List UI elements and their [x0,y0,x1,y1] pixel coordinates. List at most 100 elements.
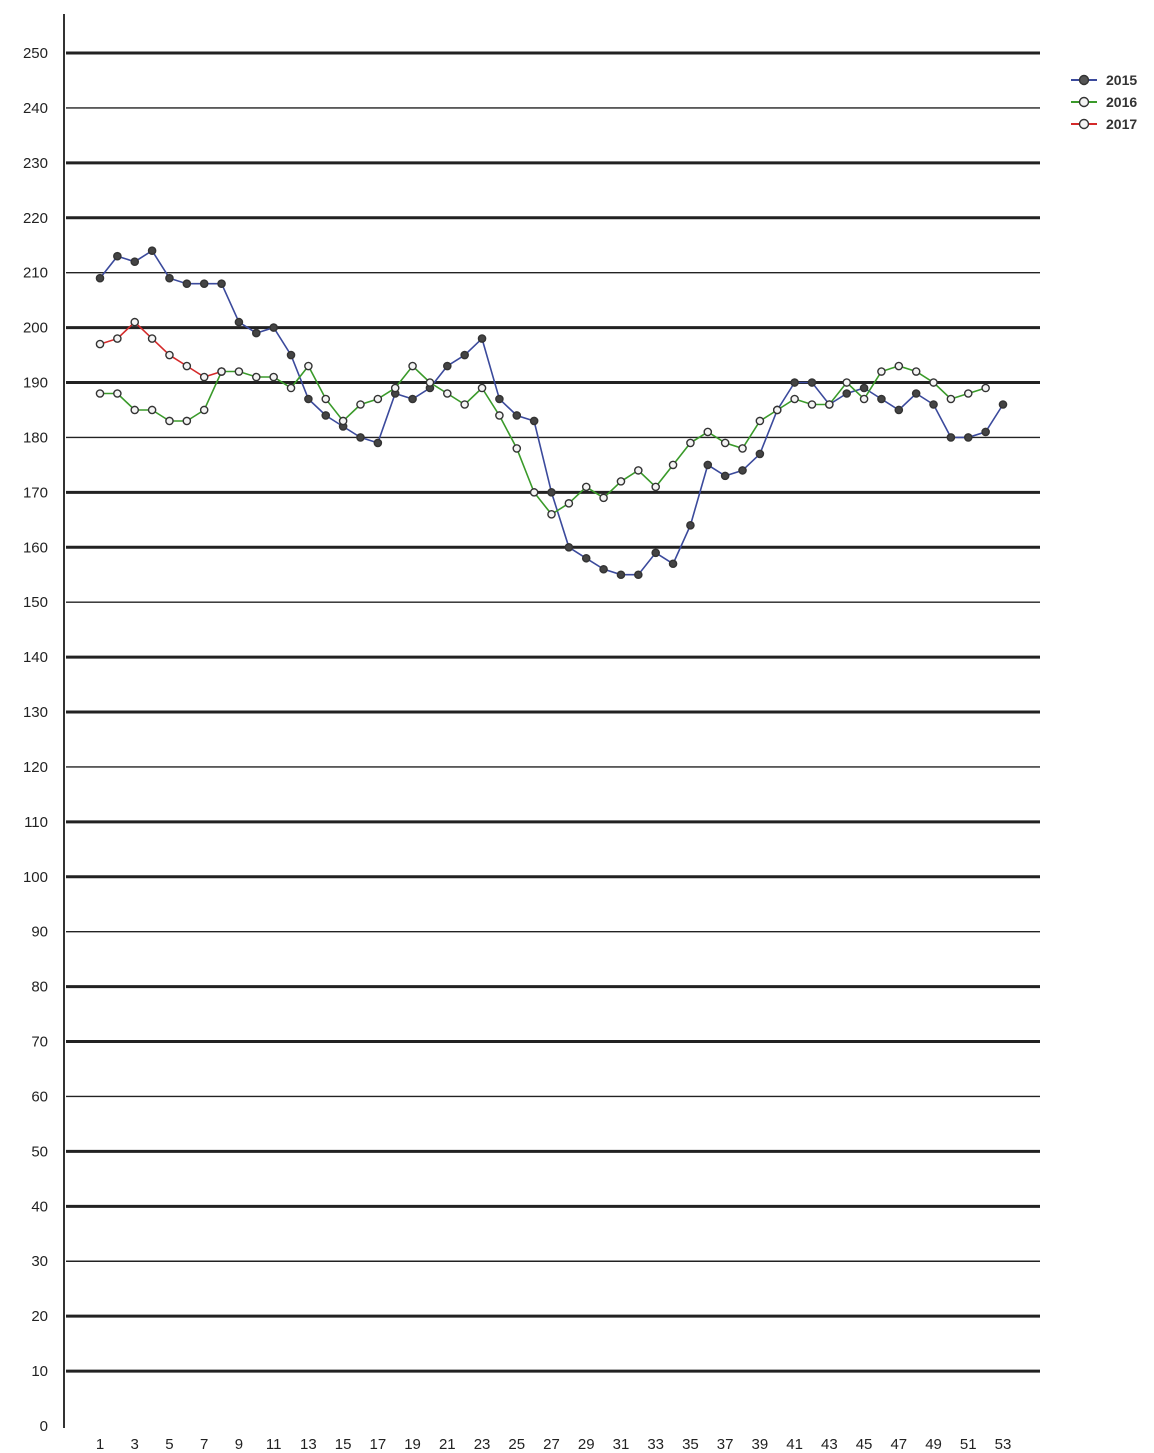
data-point-2015 [703,460,713,470]
data-point-2015 [963,433,973,442]
x-tick-label: 5 [165,1436,173,1453]
y-tick-label: 110 [24,814,48,831]
data-point-2015 [165,273,174,283]
data-point-2016 [842,378,852,387]
data-point-2016 [877,367,886,376]
data-point-2015 [182,279,192,288]
data-point-2015 [564,542,574,552]
data-point-2015 [859,383,869,393]
data-point-2016 [286,383,296,393]
data-point-2016 [113,389,122,398]
data-point-2017 [199,372,209,382]
y-tick-label: 100 [23,869,48,886]
data-point-2016 [477,383,487,393]
data-point-2015 [321,411,331,420]
data-point-2017 [95,339,105,349]
y-tick-label: 140 [23,649,48,666]
data-point-2015 [529,416,539,426]
y-tick-label: 240 [23,100,48,117]
series-line-2017 [99,320,222,378]
data-point-2016 [269,372,278,382]
data-point-2016 [929,378,938,387]
data-point-2016 [790,394,799,404]
data-point-2015 [477,334,487,343]
x-tick-label: 25 [508,1436,525,1453]
data-point-2016 [338,416,348,426]
y-tick-label: 0 [40,1418,48,1435]
y-tick-label: 230 [23,155,48,172]
y-tick-label: 190 [23,375,48,392]
data-point-2015 [981,427,990,437]
legend-item-2015: 2015 [1071,72,1137,88]
data-point-2016 [981,383,990,393]
data-point-2015 [356,433,365,442]
x-tick-label: 53 [995,1436,1012,1453]
data-point-2016 [564,499,574,508]
data-point-2015 [408,394,417,404]
x-tick-label: 47 [890,1436,907,1453]
x-tick-label: 27 [543,1436,560,1453]
x-tick-label: 43 [821,1436,838,1453]
data-point-2015 [720,471,730,481]
data-point-2015 [634,570,643,580]
series-line-2015 [99,249,1004,576]
y-tick-label: 220 [23,210,48,227]
x-tick-label: 3 [131,1436,139,1453]
data-point-2015 [147,246,157,256]
data-point-2016 [599,493,608,503]
data-point-2016 [251,372,261,382]
data-point-2016 [529,488,539,497]
data-point-2015 [286,350,296,360]
legend-label: 2016 [1106,94,1137,110]
x-tick-label: 17 [370,1436,387,1453]
data-point-2015 [911,389,921,398]
data-point-2017 [217,367,226,376]
data-point-2017 [147,334,157,343]
y-tick-label: 180 [23,429,48,446]
legend-marker [1078,96,1090,108]
y-tick-label: 200 [23,320,48,337]
y-tick-label: 80 [31,979,48,996]
data-point-2016 [182,416,192,426]
data-point-2016 [686,438,695,448]
series-2015 [95,246,1008,580]
data-point-2015 [877,394,886,404]
x-tick-label: 15 [335,1436,352,1453]
y-tick-label: 170 [23,484,48,501]
y-tick-label: 210 [23,265,48,282]
data-point-2015 [651,548,660,558]
data-point-2016 [356,400,365,409]
data-point-2016 [95,389,105,398]
x-tick-label: 13 [300,1436,317,1453]
data-point-2016 [825,400,834,409]
y-tick-label: 90 [31,924,48,941]
data-point-2016 [512,444,522,453]
data-point-2016 [443,389,452,398]
series-2017 [95,317,226,382]
y-tick-label: 20 [31,1308,48,1325]
data-point-2016 [738,444,747,453]
data-point-2015 [547,488,556,497]
data-point-2015 [599,564,608,574]
data-point-2016 [946,394,956,404]
y-tick-label: 30 [31,1253,48,1270]
y-tick-label: 250 [23,45,48,62]
data-point-2015 [616,570,626,580]
x-tick-label: 37 [717,1436,734,1453]
data-point-2016 [772,405,782,415]
data-point-2015 [113,251,122,261]
y-tick-label: 10 [31,1363,48,1380]
x-tick-label: 39 [752,1436,769,1453]
legend: 2015 2016 2017 [1071,72,1137,132]
y-tick-label: 150 [23,594,48,611]
y-tick-label: 130 [23,704,48,721]
legend-item-2017: 2017 [1071,116,1137,132]
data-point-2015 [581,553,591,563]
series-line-2016 [100,364,986,516]
x-tick-label: 7 [200,1436,208,1453]
data-point-2016 [165,416,174,426]
x-tick-label: 31 [613,1436,630,1453]
data-point-2016 [408,361,417,371]
data-point-2015 [269,323,278,332]
x-tick-label: 19 [404,1436,421,1453]
